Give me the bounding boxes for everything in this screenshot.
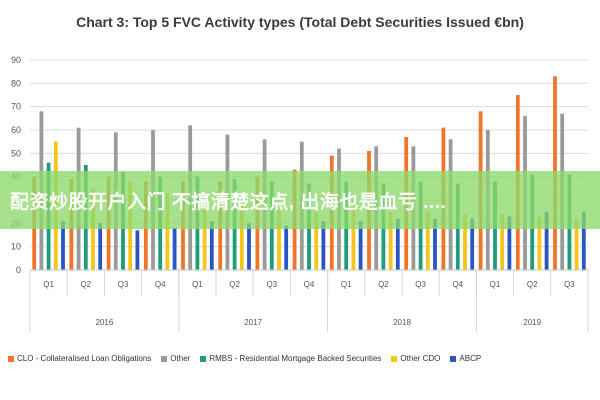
group-label: 2019 [523, 318, 541, 327]
bar [98, 223, 103, 270]
y-tick-label: 10 [11, 242, 21, 252]
legend-label: Other [170, 354, 191, 363]
bar [209, 221, 214, 270]
legend-swatch [450, 355, 457, 362]
legend-swatch [161, 355, 168, 362]
bar [358, 221, 363, 270]
x-tick-label: Q3 [415, 280, 426, 289]
x-tick-label: Q4 [452, 280, 463, 289]
x-tick-label: Q1 [192, 280, 203, 289]
bar [463, 214, 467, 270]
bar [574, 218, 579, 270]
legend-item: RMBS - Residential Mortgage Backed Secur… [200, 354, 381, 363]
bar [425, 211, 430, 270]
bar [239, 204, 244, 270]
x-tick-label: Q2 [80, 280, 91, 289]
legend-swatch [391, 355, 398, 362]
legend-label: RMBS - Residential Mortgage Backed Secur… [209, 354, 382, 363]
x-tick-label: Q4 [155, 280, 166, 289]
bar [314, 211, 319, 270]
bar [470, 218, 475, 270]
bar [284, 225, 289, 270]
bar [321, 221, 326, 270]
legend-label: CLO - Collateralised Loan Obligations [17, 354, 152, 363]
legend-item: Other CDO [391, 354, 440, 363]
x-tick-label: Q2 [378, 280, 389, 289]
bar [135, 230, 140, 270]
x-tick-label: Q2 [527, 280, 538, 289]
bar [247, 223, 251, 270]
y-tick-label: 60 [11, 125, 21, 135]
x-tick-label: Q1 [43, 280, 54, 289]
overlay-banner[interactable]: 配资炒股开户入门 不搞清楚这点, 出海也是血亏 .... [0, 171, 600, 229]
legend-item: CLO - Collateralised Loan Obligations [8, 354, 151, 363]
bar [202, 200, 207, 270]
x-tick-label: Q1 [490, 280, 501, 289]
legend-swatch [8, 355, 14, 362]
bar [61, 221, 65, 270]
bar [537, 216, 542, 270]
bar [544, 211, 549, 270]
group-label: 2018 [393, 318, 411, 327]
overlay-banner-text: 配资炒股开户入门 不搞清楚这点, 出海也是血亏 .... [10, 191, 447, 213]
legend-swatch [200, 355, 207, 362]
y-tick-label: 50 [11, 148, 21, 158]
legend-label: ABCP [459, 354, 482, 363]
bar [91, 188, 95, 270]
bar [172, 228, 177, 270]
x-tick-label: Q3 [118, 280, 129, 289]
bar [500, 214, 505, 270]
x-tick-label: Q3 [564, 280, 575, 289]
chart-title: Chart 3: Top 5 FVC Activity types (Total… [76, 14, 524, 30]
y-tick-label: 90 [11, 55, 21, 65]
bar [277, 207, 281, 270]
legend: CLO - Collateralised Loan Obligations Oth… [8, 354, 598, 363]
x-tick-label: Q2 [229, 280, 240, 289]
bar [507, 216, 512, 270]
bar [351, 207, 356, 270]
bar [165, 193, 170, 270]
x-tick-label: Q1 [341, 280, 352, 289]
bar [388, 211, 393, 270]
bar [581, 211, 586, 270]
y-tick-label: 0 [16, 265, 21, 275]
group-label: 2016 [96, 318, 114, 327]
x-tick-label: Q4 [304, 280, 315, 289]
legend-label: Other CDO [400, 354, 441, 363]
y-tick-label: 80 [11, 78, 21, 88]
legend-item: ABCP [450, 354, 481, 363]
group-label: 2017 [244, 318, 262, 327]
y-tick-label: 70 [11, 102, 21, 112]
legend-item: Other [161, 354, 190, 363]
bar [395, 218, 400, 270]
bar [433, 218, 437, 270]
x-tick-label: Q3 [266, 280, 277, 289]
